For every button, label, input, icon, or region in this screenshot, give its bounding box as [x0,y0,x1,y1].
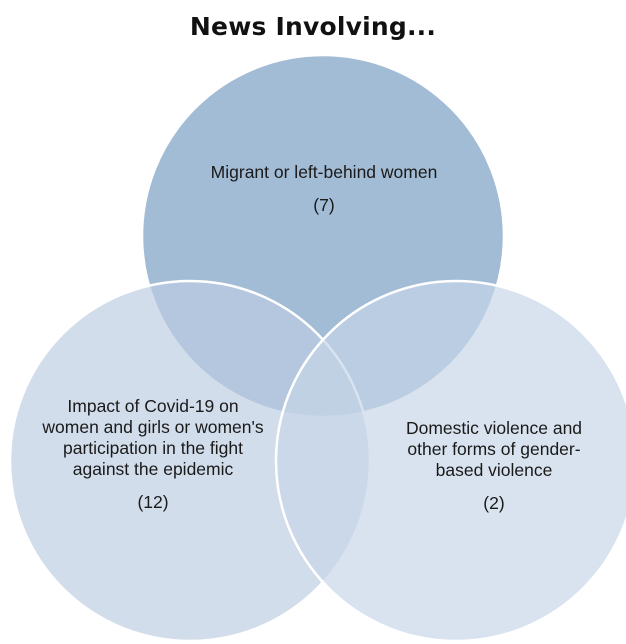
label-domestic-violence-text: Domestic violence and other forms of gen… [405,418,583,480]
label-migrant-women: Migrant or left-behind women (7) [208,162,440,216]
count-covid-impact: (12) [137,492,169,512]
label-migrant-women-text: Migrant or left-behind women [210,162,438,182]
count-domestic-violence: (2) [483,493,505,513]
label-covid-impact: Impact of Covid-19 on women and girls or… [42,396,264,513]
diagram-title: News Involving... [189,12,437,41]
circle-domestic-violence [274,279,626,643]
count-migrant-women: (7) [313,195,335,215]
label-domestic-violence: Domestic violence and other forms of gen… [388,418,600,514]
label-covid-impact-text: Impact of Covid-19 on women and girls or… [42,396,264,479]
